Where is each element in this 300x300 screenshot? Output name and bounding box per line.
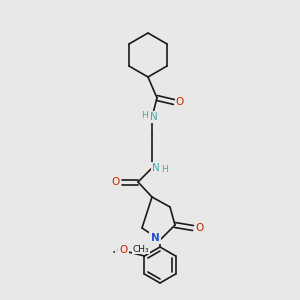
Text: O: O <box>176 97 184 107</box>
Text: CH₃: CH₃ <box>132 244 149 253</box>
Text: N: N <box>152 163 160 173</box>
Text: H: H <box>142 112 148 121</box>
Text: N: N <box>150 112 158 122</box>
Text: O: O <box>111 177 119 187</box>
Text: O: O <box>119 245 128 255</box>
Text: H: H <box>162 164 168 173</box>
Text: O: O <box>196 223 204 233</box>
Text: O: O <box>116 246 124 256</box>
Text: N: N <box>151 233 159 243</box>
